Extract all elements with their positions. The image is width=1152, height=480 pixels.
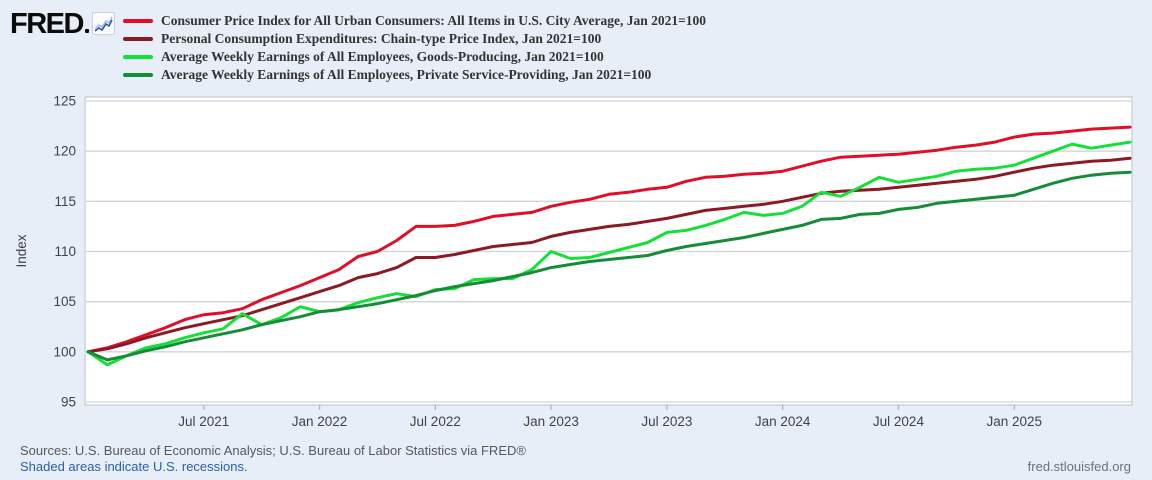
y-axis-tick-label-120: 120 bbox=[53, 144, 76, 159]
fred-logo-text: FRED bbox=[10, 8, 84, 40]
legend-item-2[interactable]: Average Weekly Earnings of All Employees… bbox=[123, 48, 706, 66]
legend-label: Personal Consumption Expenditures: Chain… bbox=[161, 31, 602, 46]
fred-logo-registered-dot bbox=[84, 29, 89, 33]
x-axis-tick-label: Jan 2025 bbox=[986, 414, 1042, 429]
sources-text: Sources: U.S. Bureau of Economic Analysi… bbox=[20, 443, 526, 458]
x-axis-tick-label: Jul 2022 bbox=[410, 414, 461, 429]
legend-swatch bbox=[123, 73, 153, 77]
x-axis-tick-label: Jul 2024 bbox=[873, 414, 925, 429]
legend-swatch bbox=[123, 19, 153, 23]
legend-item-0[interactable]: Consumer Price Index for All Urban Consu… bbox=[123, 12, 706, 30]
data-series-1[interactable] bbox=[86, 156, 1132, 354]
y-axis-title: Index bbox=[14, 234, 29, 267]
legend-label: Average Weekly Earnings of All Employees… bbox=[161, 49, 604, 64]
y-axis-tick-label-125: 125 bbox=[53, 94, 76, 109]
fred-site-link[interactable]: fred.stlouisfed.org bbox=[1027, 459, 1131, 474]
legend-item-1[interactable]: Personal Consumption Expenditures: Chain… bbox=[123, 30, 706, 48]
fred-sparkline-icon bbox=[91, 12, 115, 35]
legend-swatch bbox=[123, 55, 153, 59]
y-axis-tick-label-110: 110 bbox=[54, 244, 76, 259]
y-axis-tick-label-115: 115 bbox=[54, 194, 76, 209]
legend-label: Consumer Price Index for All Urban Consu… bbox=[161, 13, 707, 28]
x-axis-tick-label: Jul 2023 bbox=[641, 414, 692, 429]
x-axis-tick-label: Jan 2023 bbox=[523, 414, 579, 429]
fred-logo[interactable]: FRED bbox=[10, 8, 115, 40]
recessions-link[interactable]: Shaded areas indicate U.S. recessions. bbox=[20, 459, 248, 474]
x-axis-tick-label: Jan 2022 bbox=[292, 414, 348, 429]
chart-legend: Consumer Price Index for All Urban Consu… bbox=[123, 12, 706, 84]
y-axis-tick-label-95: 95 bbox=[61, 395, 76, 410]
legend-label: Average Weekly Earnings of All Employees… bbox=[161, 67, 652, 82]
legend-swatch bbox=[123, 37, 153, 41]
data-series-3[interactable] bbox=[86, 170, 1132, 362]
x-axis-tick-label: Jul 2021 bbox=[178, 414, 229, 429]
y-axis-tick-label-105: 105 bbox=[53, 294, 76, 309]
header: FRED bbox=[10, 8, 115, 40]
legend-item-3[interactable]: Average Weekly Earnings of All Employees… bbox=[123, 66, 706, 84]
y-axis-tick-label-100: 100 bbox=[53, 344, 76, 359]
x-axis-tick-label: Jan 2024 bbox=[755, 414, 811, 429]
data-series-0[interactable] bbox=[86, 125, 1132, 354]
